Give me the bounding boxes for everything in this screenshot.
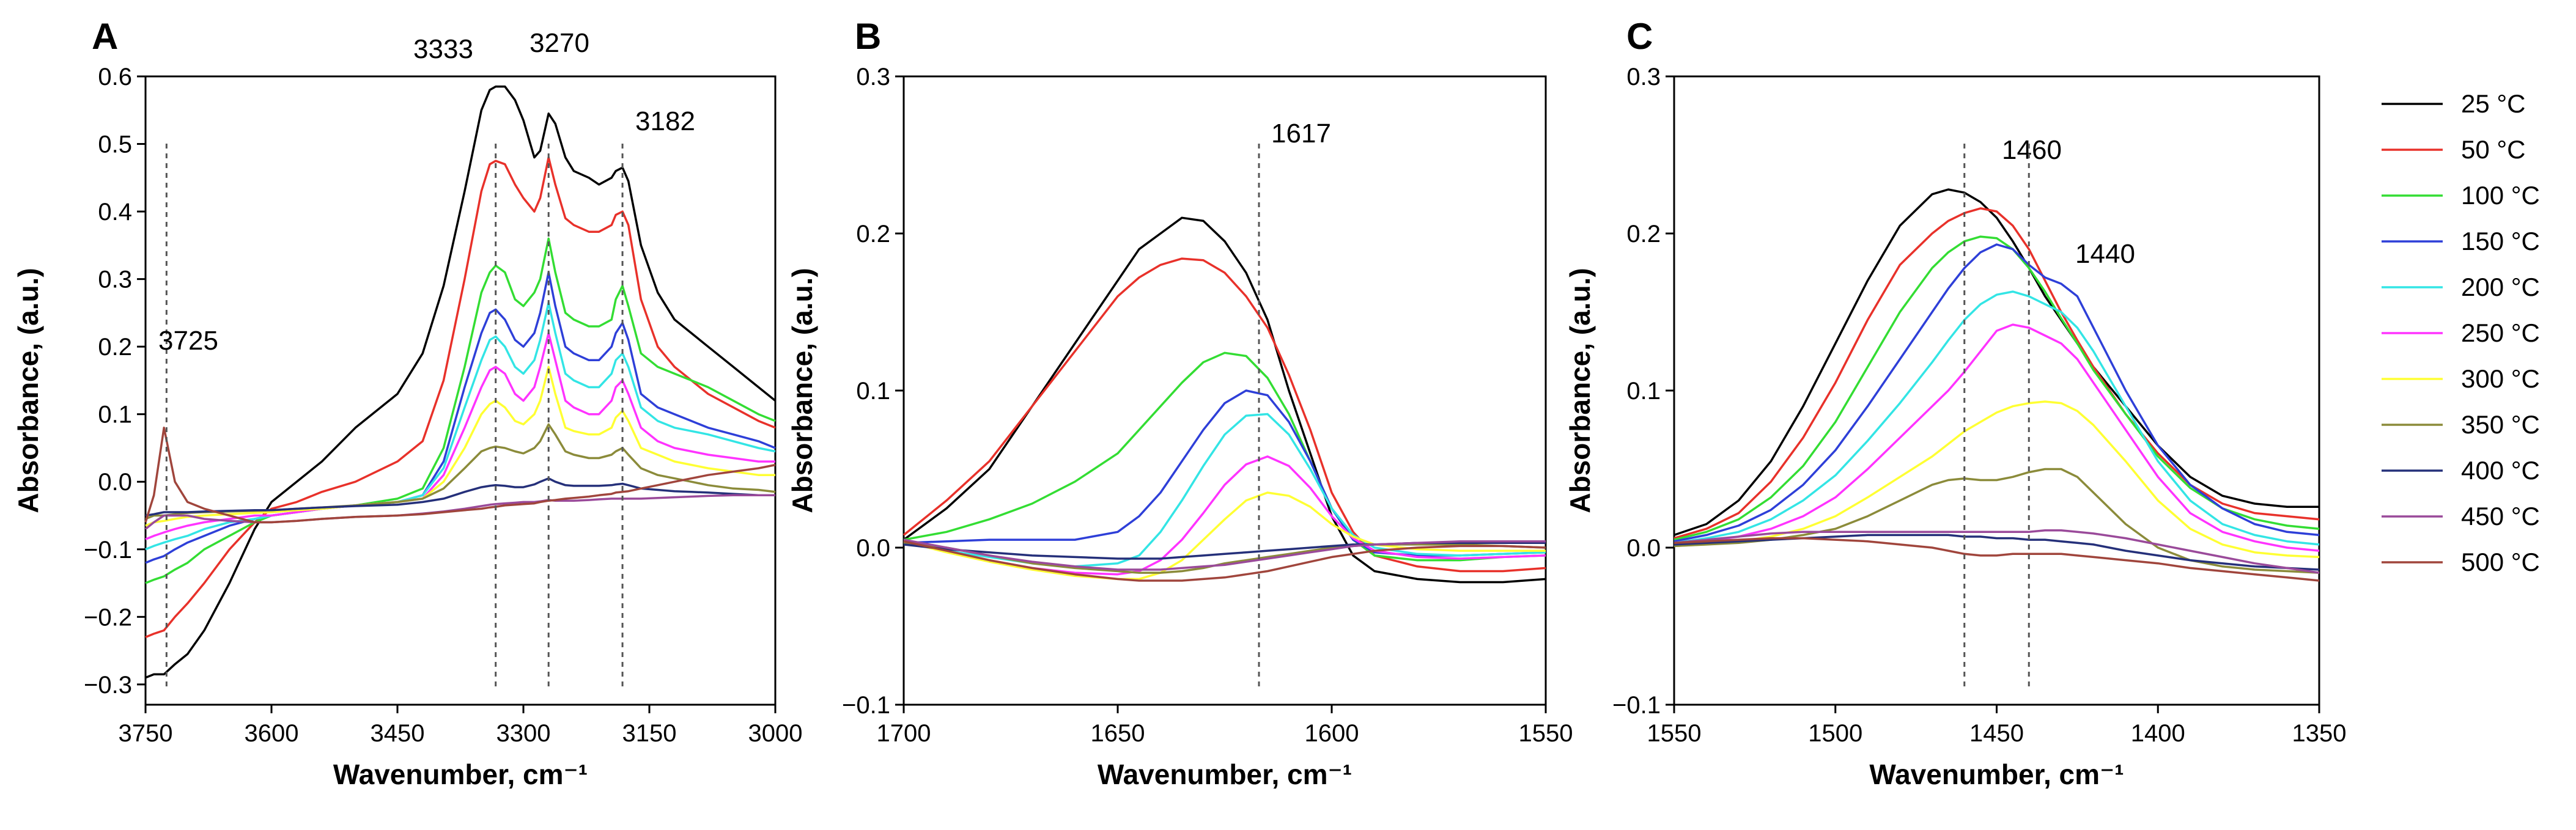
panel-a-peak-label: 3333 xyxy=(413,34,473,64)
panel-b-series-25c xyxy=(902,216,1546,584)
panel-c-series-300c xyxy=(1674,400,2320,559)
panel-a-y-tick-label: −0.3 xyxy=(84,672,132,699)
panel-c-series-100c xyxy=(1674,235,2320,541)
panel-b-y-tick-label: −0.1 xyxy=(842,692,890,719)
panel-c-y-tick-label: 0.2 xyxy=(1626,221,1661,248)
panel-c-x-tick-label: 1500 xyxy=(1808,720,1862,747)
panel-a-x-tick-label: 3750 xyxy=(119,720,173,747)
panel-c-y-axis-title: Absorbance, (a.u.) xyxy=(1564,268,1596,513)
panel-a-y-tick-label: 0.1 xyxy=(98,402,132,428)
panel-a-y-tick-label: −0.1 xyxy=(84,537,132,564)
panel-b-y-tick-label: 0.3 xyxy=(856,64,890,90)
temperature-legend: 25 °C 50 °C 100 °C 150 °C 200 °C 250 °C 300 °C… xyxy=(2382,89,2540,576)
panel-a-series-300c xyxy=(145,365,775,527)
panel-a-y-tick-label: 0.2 xyxy=(98,334,132,361)
panel-a-y-tick-label: 0.6 xyxy=(98,64,132,90)
panel-c-series-200c xyxy=(1674,290,2320,546)
panel-c-y-tick-label: 0.1 xyxy=(1626,378,1661,405)
panel-a-series-25c xyxy=(145,85,777,679)
panel-b-x-tick-label: 1650 xyxy=(1091,720,1145,747)
panel-a-peak-label: 3182 xyxy=(635,106,695,136)
panel-b-y-axis-title: Absorbance, (a.u.) xyxy=(786,268,818,513)
panel-b-x-tick-label: 1550 xyxy=(1519,720,1573,747)
panel-c-peak-label: 1440 xyxy=(2075,239,2135,269)
panel-a-x-tick-label: 3150 xyxy=(622,720,677,747)
panel-a-series-500c xyxy=(144,427,776,524)
legend-label: 500 °C xyxy=(2461,548,2540,576)
panel-b-series-500c xyxy=(903,540,1546,582)
panel-c-x-tick-label: 1450 xyxy=(1969,720,2024,747)
panel-a-y-tick-label: 0.3 xyxy=(98,266,132,293)
panel-c-series-250c xyxy=(1674,323,2320,552)
panel-a-letter: A xyxy=(92,16,118,57)
panel-b-x-tick-label: 1600 xyxy=(1305,720,1359,747)
panel-c-series-400c xyxy=(1674,534,2320,571)
legend-label: 300 °C xyxy=(2461,364,2540,393)
panel-b-series-50c xyxy=(902,257,1546,573)
panel-b-series-450c xyxy=(903,538,1546,571)
panel-c-series-150c xyxy=(1674,243,2320,543)
panel-c-y-tick-label: 0.3 xyxy=(1626,64,1661,90)
panel-a-x-tick-label: 3600 xyxy=(245,720,299,747)
legend-label: 400 °C xyxy=(2461,456,2540,485)
panel-c-series-350c xyxy=(1674,468,2320,574)
legend-label: 200 °C xyxy=(2461,273,2540,301)
legend-label: 450 °C xyxy=(2461,502,2540,531)
panel-b-series-150c xyxy=(903,389,1546,557)
panel-a-y-tick-label: 0.5 xyxy=(98,131,132,158)
panel-b-peak-label: 1617 xyxy=(1271,119,1331,149)
panel-c-y-tick-label: 0.0 xyxy=(1626,535,1661,562)
panel-b-y-tick-label: 0.1 xyxy=(856,378,890,405)
panel-a-y-tick-label: −0.2 xyxy=(84,604,132,631)
panel-b-chart: 1700 1650 1600 1550 −0.1 0.0 0.1 0.2 0.3 1617 B Wav… xyxy=(786,16,1573,790)
panel-a-peak-label: 3270 xyxy=(530,28,589,58)
panel-a-axes-frame xyxy=(144,75,777,706)
panel-c-y-tick-label: −0.1 xyxy=(1612,692,1661,719)
panel-a-series-50c xyxy=(145,156,776,639)
panel-c-series-25c xyxy=(1674,188,2319,537)
panel-b-series-300c xyxy=(903,491,1546,581)
panel-b-series-100c xyxy=(903,351,1546,562)
panel-c-chart: 1550 1500 1450 1400 1350 −0.1 0.0 0.1 0.2 0.3 1460… xyxy=(1564,16,2346,790)
panel-c-x-axis-title: Wavenumber, cm⁻¹ xyxy=(1869,758,2124,790)
panel-a-x-tick-label: 3000 xyxy=(748,720,803,747)
panel-a-y-tick-label: 0.0 xyxy=(98,469,132,496)
panel-c-letter: C xyxy=(1626,16,1653,57)
panel-b-x-tick-label: 1700 xyxy=(877,720,931,747)
legend-label: 50 °C xyxy=(2461,135,2526,164)
panel-a-peak-label: 3725 xyxy=(158,326,218,356)
legend-label: 150 °C xyxy=(2461,227,2540,255)
panel-a-chart: 3750 3600 3450 3300 3150 3000 −0.3 −0.2 −0.1 0.0 0… xyxy=(12,16,802,790)
panel-a-y-axis-title: Absorbance, (a.u.) xyxy=(12,268,44,513)
panel-b-letter: B xyxy=(855,16,881,57)
panel-a-series-200c xyxy=(145,301,776,551)
panel-a-x-tick-label: 3300 xyxy=(496,720,551,747)
panel-c-x-tick-label: 1550 xyxy=(1647,720,1702,747)
panel-c-series-450c xyxy=(1674,529,2320,574)
panel-a-y-tick-label: 0.4 xyxy=(98,199,132,226)
panel-c-peak-label: 1460 xyxy=(2002,135,2062,165)
legend-label: 100 °C xyxy=(2461,181,2540,210)
panel-c-series-500c xyxy=(1674,537,2320,582)
panel-a-x-axis-title: Wavenumber, cm⁻¹ xyxy=(333,758,588,790)
panel-b-x-axis-title: Wavenumber, cm⁻¹ xyxy=(1098,758,1352,790)
panel-b-axes-frame xyxy=(902,75,1547,706)
panel-b-y-tick-label: 0.0 xyxy=(856,535,890,562)
panel-b-y-tick-label: 0.2 xyxy=(856,221,890,248)
panel-a-x-tick-label: 3450 xyxy=(371,720,425,747)
legend-label: 250 °C xyxy=(2461,318,2540,347)
panel-a-series-250c xyxy=(145,332,775,540)
panel-c-x-tick-label: 1350 xyxy=(2292,720,2347,747)
panel-c-series-50c xyxy=(1674,207,2320,540)
panel-c-axes-frame xyxy=(1673,75,2320,706)
legend-label: 350 °C xyxy=(2461,410,2540,439)
panel-c-x-tick-label: 1400 xyxy=(2131,720,2185,747)
legend-label: 25 °C xyxy=(2461,89,2526,118)
panel-a-series-100c xyxy=(145,237,776,584)
